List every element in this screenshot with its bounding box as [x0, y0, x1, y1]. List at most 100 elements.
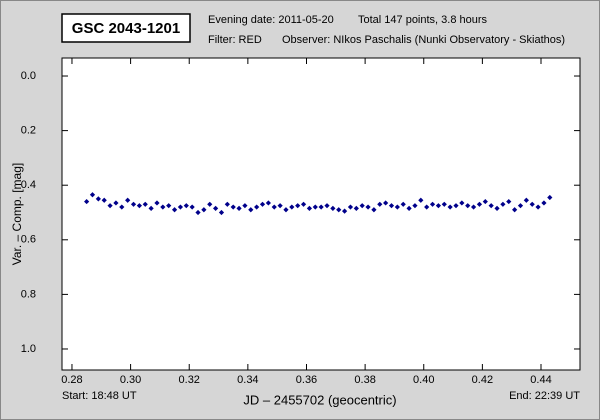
- data-point: [189, 204, 195, 210]
- evening-date: Evening date: 2011-05-20: [208, 14, 334, 26]
- data-point: [259, 201, 266, 207]
- data-point: [429, 201, 436, 207]
- data-point: [142, 201, 148, 207]
- data-point: [283, 207, 289, 213]
- data-point: [547, 194, 553, 201]
- data-point: [119, 204, 125, 210]
- data-point: [353, 205, 359, 212]
- data-point: [166, 203, 172, 209]
- data-point: [418, 197, 424, 203]
- data-point: [447, 204, 453, 210]
- data-point: [470, 204, 477, 210]
- data-point: [517, 203, 524, 209]
- total-points: Total 147 points, 3.8 hours: [358, 14, 488, 26]
- data-point: [107, 203, 113, 209]
- data-point: [236, 205, 242, 212]
- y-tick-label: 0.0: [21, 70, 36, 82]
- y-tick-label: 0.6: [21, 234, 36, 246]
- data-point: [371, 207, 377, 213]
- data-point: [365, 204, 371, 210]
- data-point: [154, 200, 160, 206]
- data-point: [400, 201, 406, 207]
- data-point: [341, 208, 348, 214]
- data-point: [289, 204, 295, 210]
- data-point: [271, 204, 277, 210]
- data-point: [482, 198, 488, 205]
- data-point: [125, 197, 131, 203]
- data-point: [488, 203, 494, 209]
- data-point: [377, 201, 383, 207]
- data-point: [347, 204, 354, 210]
- data-point: [330, 205, 336, 212]
- y-tick-label: 1.0: [21, 343, 36, 355]
- data-point: [218, 209, 225, 216]
- x-tick-label: 0.34: [237, 374, 258, 386]
- data-point: [207, 201, 213, 207]
- data-point: [541, 200, 547, 206]
- data-point: [476, 201, 483, 207]
- chart-title: GSC 2043-1201: [72, 20, 180, 37]
- x-tick-label: 0.28: [61, 374, 82, 386]
- data-point: [242, 203, 248, 209]
- data-point: [277, 203, 283, 209]
- y-axis-label: Var. – Comp. [mag]: [10, 163, 24, 266]
- data-point: [306, 205, 313, 212]
- data-point: [300, 201, 307, 207]
- data-point: [89, 192, 96, 198]
- end-time: End: 22:39 UT: [509, 390, 580, 402]
- data-point: [177, 204, 184, 210]
- data-point: [383, 200, 389, 206]
- data-point: [453, 203, 459, 209]
- y-tick-label: 0.2: [21, 125, 36, 137]
- data-point: [506, 198, 512, 205]
- data-point: [523, 197, 529, 203]
- data-point: [213, 205, 219, 212]
- data-point: [435, 203, 442, 209]
- data-point: [441, 201, 447, 207]
- filter: Filter: RED: [208, 34, 262, 46]
- data-point: [500, 201, 506, 207]
- data-point: [248, 207, 254, 213]
- data-point: [312, 204, 318, 210]
- data-point: [136, 203, 142, 209]
- plot-area: [61, 57, 581, 371]
- data-point: [160, 204, 166, 210]
- observer: Observer: NIkos Paschalis (Nunki Observa…: [282, 34, 565, 46]
- data-point: [359, 203, 365, 209]
- data-point: [388, 203, 395, 209]
- start-time: Start: 18:48 UT: [62, 390, 137, 402]
- data-point: [113, 200, 119, 206]
- data-point: [224, 201, 230, 207]
- data-point: [183, 203, 189, 209]
- y-tick-label: 0.8: [21, 288, 36, 300]
- data-point: [412, 203, 418, 209]
- data-point: [459, 200, 465, 206]
- title-box: [61, 13, 191, 43]
- data-point: [324, 203, 330, 209]
- data-point: [254, 204, 260, 210]
- data-point: [101, 197, 107, 203]
- data-point: [201, 207, 207, 213]
- data-point: [265, 200, 271, 206]
- data-point: [529, 201, 535, 207]
- x-axis-label: JD – 2455702 (geocentric): [243, 392, 396, 407]
- data-point: [512, 207, 518, 213]
- data-point: [171, 207, 178, 213]
- x-tick-label: 0.36: [296, 374, 317, 386]
- data-point: [230, 204, 236, 210]
- data-point: [84, 198, 90, 205]
- data-point: [336, 207, 342, 213]
- data-point: [424, 204, 430, 210]
- data-point: [394, 204, 400, 210]
- data-point: [465, 203, 471, 209]
- data-point: [318, 204, 324, 210]
- x-tick-label: 0.32: [179, 374, 200, 386]
- data-point: [494, 205, 500, 212]
- x-tick-label: 0.42: [472, 374, 493, 386]
- data-point: [148, 205, 154, 212]
- data-point: [535, 204, 541, 210]
- x-tick-label: 0.40: [413, 374, 434, 386]
- data-point: [95, 196, 101, 202]
